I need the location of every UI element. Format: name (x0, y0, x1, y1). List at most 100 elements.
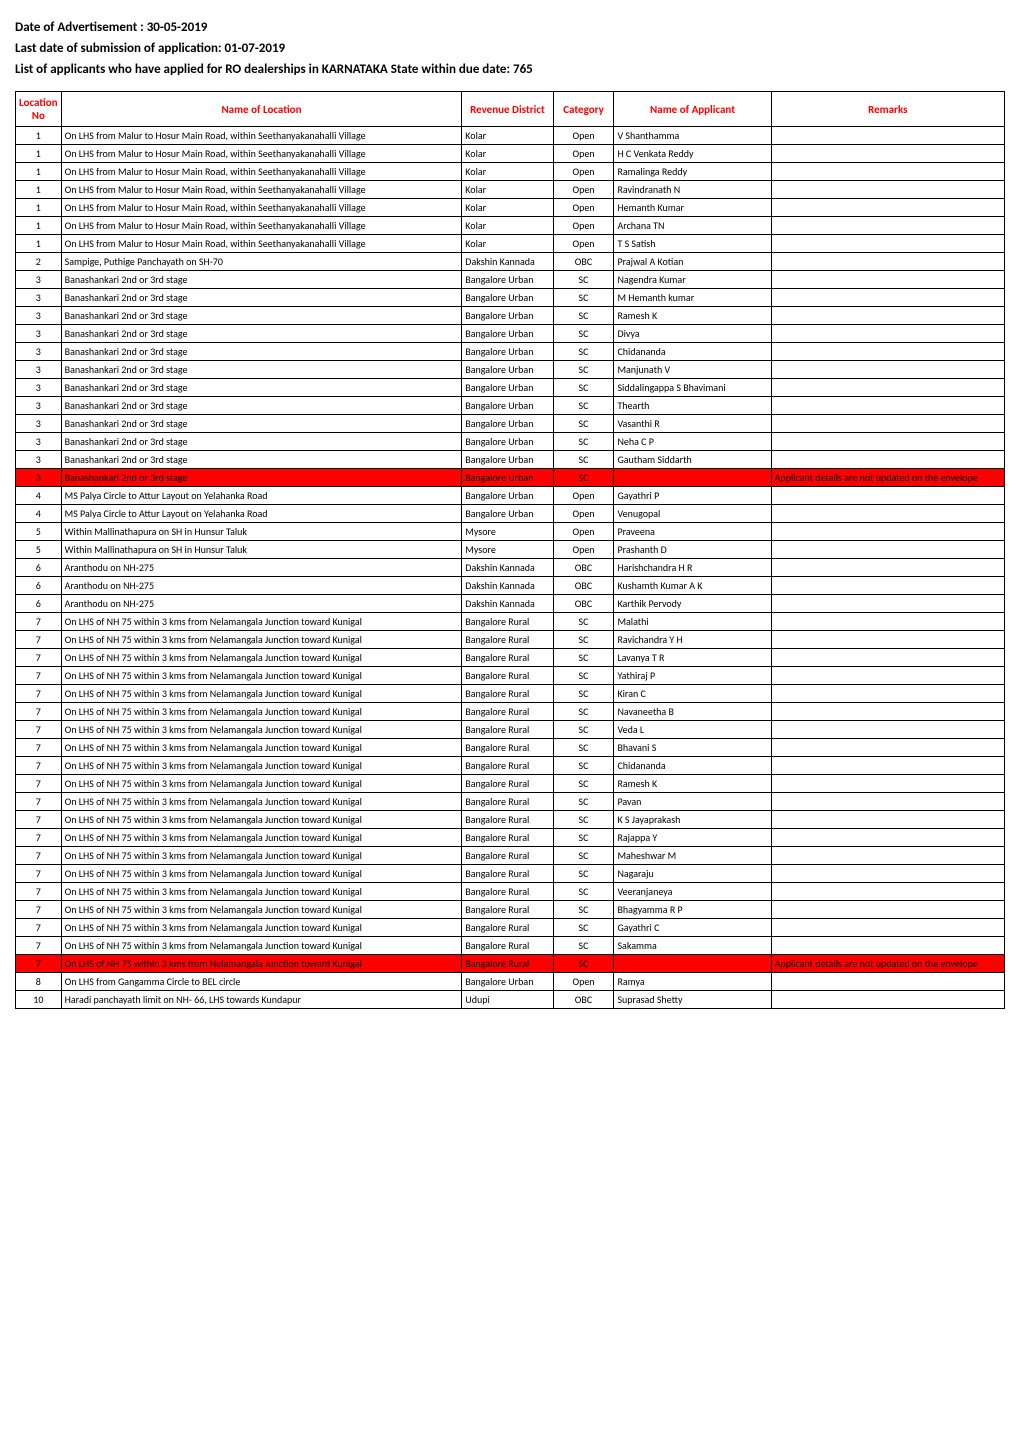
cell-remarks (771, 595, 1004, 613)
cell-location-no: 4 (16, 505, 62, 523)
cell-remarks (771, 739, 1004, 757)
cell-name-of-applicant: Praveena (614, 523, 771, 541)
cell-revenue-district: Bangalore Rural (462, 865, 553, 883)
cell-revenue-district: Bangalore Rural (462, 685, 553, 703)
cell-name-of-applicant: V Shanthamma (614, 127, 771, 145)
cell-name-of-applicant: Ramya (614, 973, 771, 991)
cell-name-of-applicant: Neha C P (614, 433, 771, 451)
cell-remarks (771, 253, 1004, 271)
cell-name-of-applicant (614, 469, 771, 487)
table-body: 1On LHS from Malur to Hosur Main Road, w… (16, 127, 1005, 1009)
cell-location-no: 6 (16, 559, 62, 577)
cell-location-no: 7 (16, 883, 62, 901)
cell-location-no: 3 (16, 289, 62, 307)
cell-category: Open (553, 541, 614, 559)
cell-revenue-district: Mysore (462, 523, 553, 541)
table-row: 3Banashankari 2nd or 3rd stageBangalore … (16, 289, 1005, 307)
cell-revenue-district: Bangalore Urban (462, 271, 553, 289)
cell-location-no: 1 (16, 199, 62, 217)
cell-remarks (771, 793, 1004, 811)
cell-category: SC (553, 433, 614, 451)
cell-revenue-district: Bangalore Rural (462, 703, 553, 721)
cell-category: SC (553, 631, 614, 649)
cell-name-of-location: Banashankari 2nd or 3rd stage (61, 379, 462, 397)
cell-remarks: Applicant details are not updated on the… (771, 955, 1004, 973)
cell-location-no: 7 (16, 829, 62, 847)
cell-location-no: 3 (16, 271, 62, 289)
cell-category: SC (553, 415, 614, 433)
cell-location-no: 7 (16, 793, 62, 811)
cell-remarks (771, 361, 1004, 379)
cell-name-of-location: On LHS of NH 75 within 3 kms from Nelama… (61, 685, 462, 703)
cell-name-of-applicant: Lavanya T R (614, 649, 771, 667)
cell-location-no: 3 (16, 325, 62, 343)
table-row: 7On LHS of NH 75 within 3 kms from Nelam… (16, 955, 1005, 973)
cell-remarks (771, 667, 1004, 685)
cell-name-of-location: Banashankari 2nd or 3rd stage (61, 451, 462, 469)
cell-revenue-district: Dakshin Kannada (462, 253, 553, 271)
cell-name-of-applicant: Archana TN (614, 217, 771, 235)
cell-remarks (771, 865, 1004, 883)
col-location-no: Location No (16, 92, 62, 127)
col-revenue-district: Revenue District (462, 92, 553, 127)
cell-remarks (771, 271, 1004, 289)
cell-revenue-district: Kolar (462, 235, 553, 253)
cell-name-of-location: On LHS of NH 75 within 3 kms from Nelama… (61, 775, 462, 793)
cell-name-of-applicant: Manjunath V (614, 361, 771, 379)
cell-name-of-applicant: Ramesh K (614, 775, 771, 793)
cell-name-of-location: Banashankari 2nd or 3rd stage (61, 433, 462, 451)
cell-location-no: 4 (16, 487, 62, 505)
table-row: 7On LHS of NH 75 within 3 kms from Nelam… (16, 811, 1005, 829)
cell-category: Open (553, 145, 614, 163)
cell-remarks (771, 811, 1004, 829)
cell-category: SC (553, 919, 614, 937)
cell-name-of-applicant: Nagendra Kumar (614, 271, 771, 289)
cell-location-no: 3 (16, 361, 62, 379)
cell-revenue-district: Bangalore Rural (462, 739, 553, 757)
cell-category: SC (553, 883, 614, 901)
cell-category: SC (553, 685, 614, 703)
cell-location-no: 1 (16, 235, 62, 253)
cell-name-of-location: On LHS from Malur to Hosur Main Road, wi… (61, 145, 462, 163)
cell-name-of-applicant: Karthik Pervody (614, 595, 771, 613)
cell-remarks (771, 289, 1004, 307)
cell-location-no: 10 (16, 991, 62, 1009)
cell-name-of-applicant: Kiran C (614, 685, 771, 703)
cell-name-of-applicant: Pavan (614, 793, 771, 811)
table-row: 3Banashankari 2nd or 3rd stageBangalore … (16, 325, 1005, 343)
table-row: 7On LHS of NH 75 within 3 kms from Nelam… (16, 901, 1005, 919)
cell-category: Open (553, 487, 614, 505)
cell-name-of-location: On LHS of NH 75 within 3 kms from Nelama… (61, 955, 462, 973)
cell-revenue-district: Bangalore Rural (462, 901, 553, 919)
cell-remarks (771, 757, 1004, 775)
cell-name-of-location: MS Palya Circle to Attur Layout on Yelah… (61, 487, 462, 505)
col-name-of-location: Name of Location (61, 92, 462, 127)
cell-location-no: 7 (16, 919, 62, 937)
cell-name-of-location: Sampige, Puthige Panchayath on SH-70 (61, 253, 462, 271)
table-row: 7On LHS of NH 75 within 3 kms from Nelam… (16, 739, 1005, 757)
cell-remarks (771, 883, 1004, 901)
cell-revenue-district: Mysore (462, 541, 553, 559)
cell-revenue-district: Bangalore Rural (462, 721, 553, 739)
cell-name-of-applicant: Sakamma (614, 937, 771, 955)
cell-name-of-applicant (614, 955, 771, 973)
cell-location-no: 1 (16, 217, 62, 235)
cell-remarks (771, 775, 1004, 793)
cell-revenue-district: Kolar (462, 145, 553, 163)
table-row: 3Banashankari 2nd or 3rd stageBangalore … (16, 379, 1005, 397)
cell-location-no: 7 (16, 811, 62, 829)
cell-remarks (771, 235, 1004, 253)
cell-location-no: 1 (16, 163, 62, 181)
cell-category: Open (553, 163, 614, 181)
cell-remarks (771, 937, 1004, 955)
cell-revenue-district: Bangalore Rural (462, 667, 553, 685)
cell-category: SC (553, 721, 614, 739)
cell-name-of-applicant: Vasanthi R (614, 415, 771, 433)
cell-location-no: 7 (16, 865, 62, 883)
table-row: 7On LHS of NH 75 within 3 kms from Nelam… (16, 649, 1005, 667)
heading-last-date: Last date of submission of application: … (15, 41, 1005, 56)
table-row: 3Banashankari 2nd or 3rd stageBangalore … (16, 451, 1005, 469)
cell-location-no: 7 (16, 631, 62, 649)
table-row: 3Banashankari 2nd or 3rd stageBangalore … (16, 271, 1005, 289)
table-row: 8On LHS from Gangamma Circle to BEL circ… (16, 973, 1005, 991)
